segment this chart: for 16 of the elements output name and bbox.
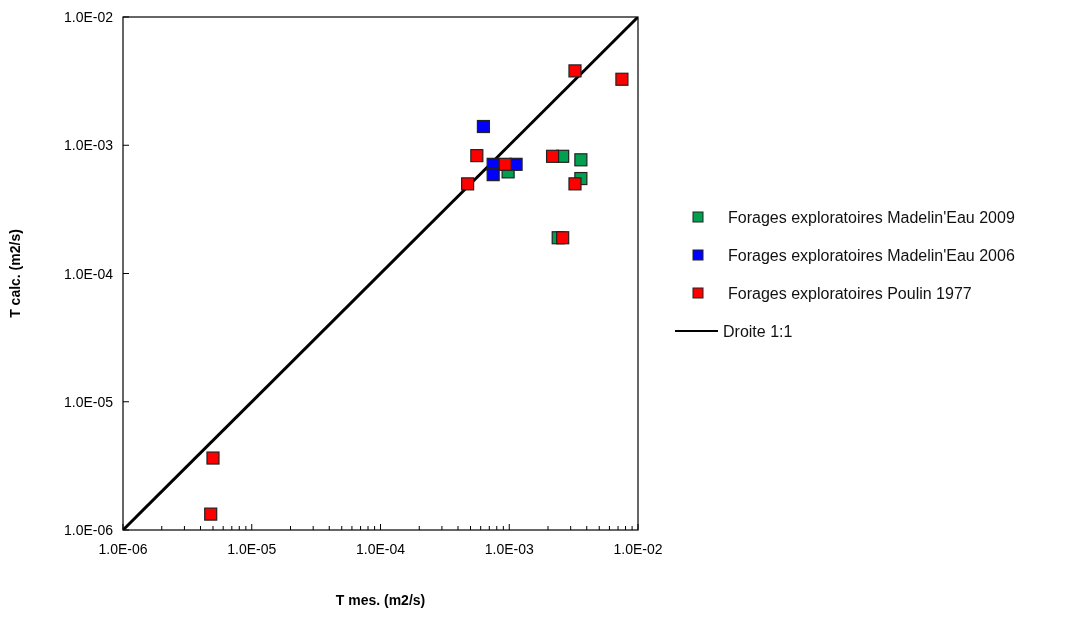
y-tick-label: 1.0E-03 xyxy=(63,137,114,154)
legend-label: Forages exploratoires Poulin 1977 xyxy=(728,285,972,302)
y-tick-label: 1.0E-04 xyxy=(63,265,114,282)
y-tick-label: 1.0E-05 xyxy=(63,393,114,410)
x-tick-label: 1.0E-04 xyxy=(355,541,406,557)
legend-label: Droite 1:1 xyxy=(723,323,793,340)
legend-label: Forages exploratoires Madelin'Eau 2009 xyxy=(728,209,1015,226)
y-tick-label: 1.0E-06 xyxy=(63,522,114,538)
y-tick-label: 1.0E-02 xyxy=(63,9,114,25)
x-tick-label: 1.0E-03 xyxy=(484,541,534,557)
x-axis-title: T mes. (m2/s) xyxy=(335,592,426,608)
y-axis-title: T calc. (m2/s) xyxy=(7,229,23,318)
x-tick-label: 1.0E-02 xyxy=(613,541,663,557)
legend-label: Forages exploratoires Madelin'Eau 2006 xyxy=(728,247,1015,264)
x-tick-label: 1.0E-05 xyxy=(227,541,277,557)
x-tick-label: 1.0E-06 xyxy=(98,541,148,557)
